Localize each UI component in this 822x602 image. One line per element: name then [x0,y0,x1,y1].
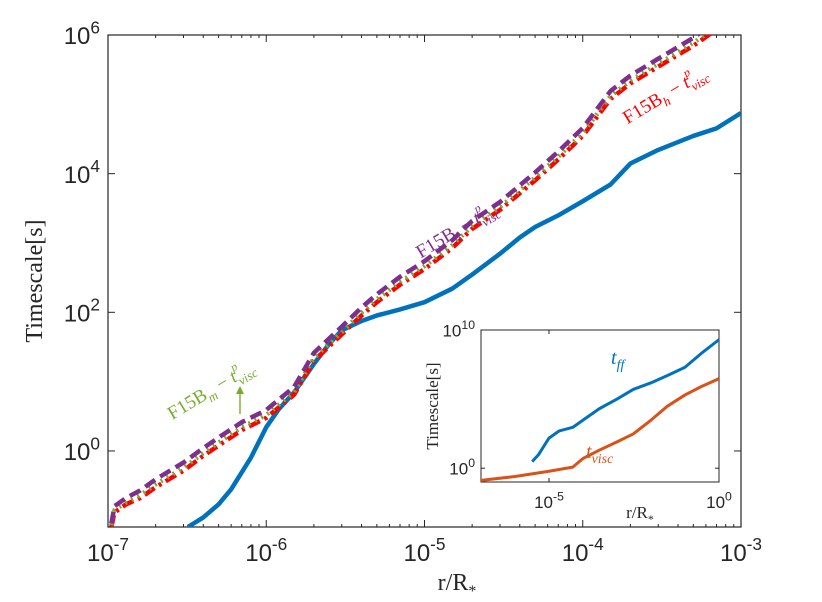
tick-label: 100 [449,456,475,479]
x-axis-label: r/R* [438,570,477,600]
tick-label: 10-5 [403,534,445,567]
annotation-arrow-head [236,386,244,394]
tick-label: 106 [64,17,100,50]
tick-label: 1010 [442,318,475,341]
tick-label: 104 [64,156,101,189]
inset-series-label-t-ff: tff [611,347,626,373]
main-chart-frame [107,34,742,528]
series-line-f15b-l-t-p-visc [109,35,702,524]
inset-chart-axes: 10-5 100 100 1010 [442,318,732,512]
inset-x-axis-label: r/R* [626,503,654,526]
tick-label: 10-4 [562,534,604,567]
tick-label: 100 [64,433,100,466]
tick-label: 10-7 [87,534,129,567]
series-line-f15b-m-t-p-visc [109,35,709,526]
tick-label: 10-3 [720,534,762,567]
tick-label: 100 [706,489,732,512]
tick-label: 10-6 [245,534,287,567]
inset-y-axis-label: Timescale[s] [423,362,442,449]
series-line-t-ff [531,338,719,463]
inset-series-label-t-visc: tvisc [586,441,614,467]
tick-label: 10-5 [534,489,564,512]
y-axis-label: Timescale[s] [22,219,48,342]
main-chart-series-group [109,35,741,527]
inset-chart-series-group [481,338,719,482]
inset-chart-background [481,330,719,482]
inset-chart-frame [480,329,720,483]
series-line-t-ff [186,111,741,527]
series-line-t-visc [481,377,719,482]
tick-label: 102 [64,295,100,328]
series-line-f15b-h-t-p-visc [109,35,713,527]
